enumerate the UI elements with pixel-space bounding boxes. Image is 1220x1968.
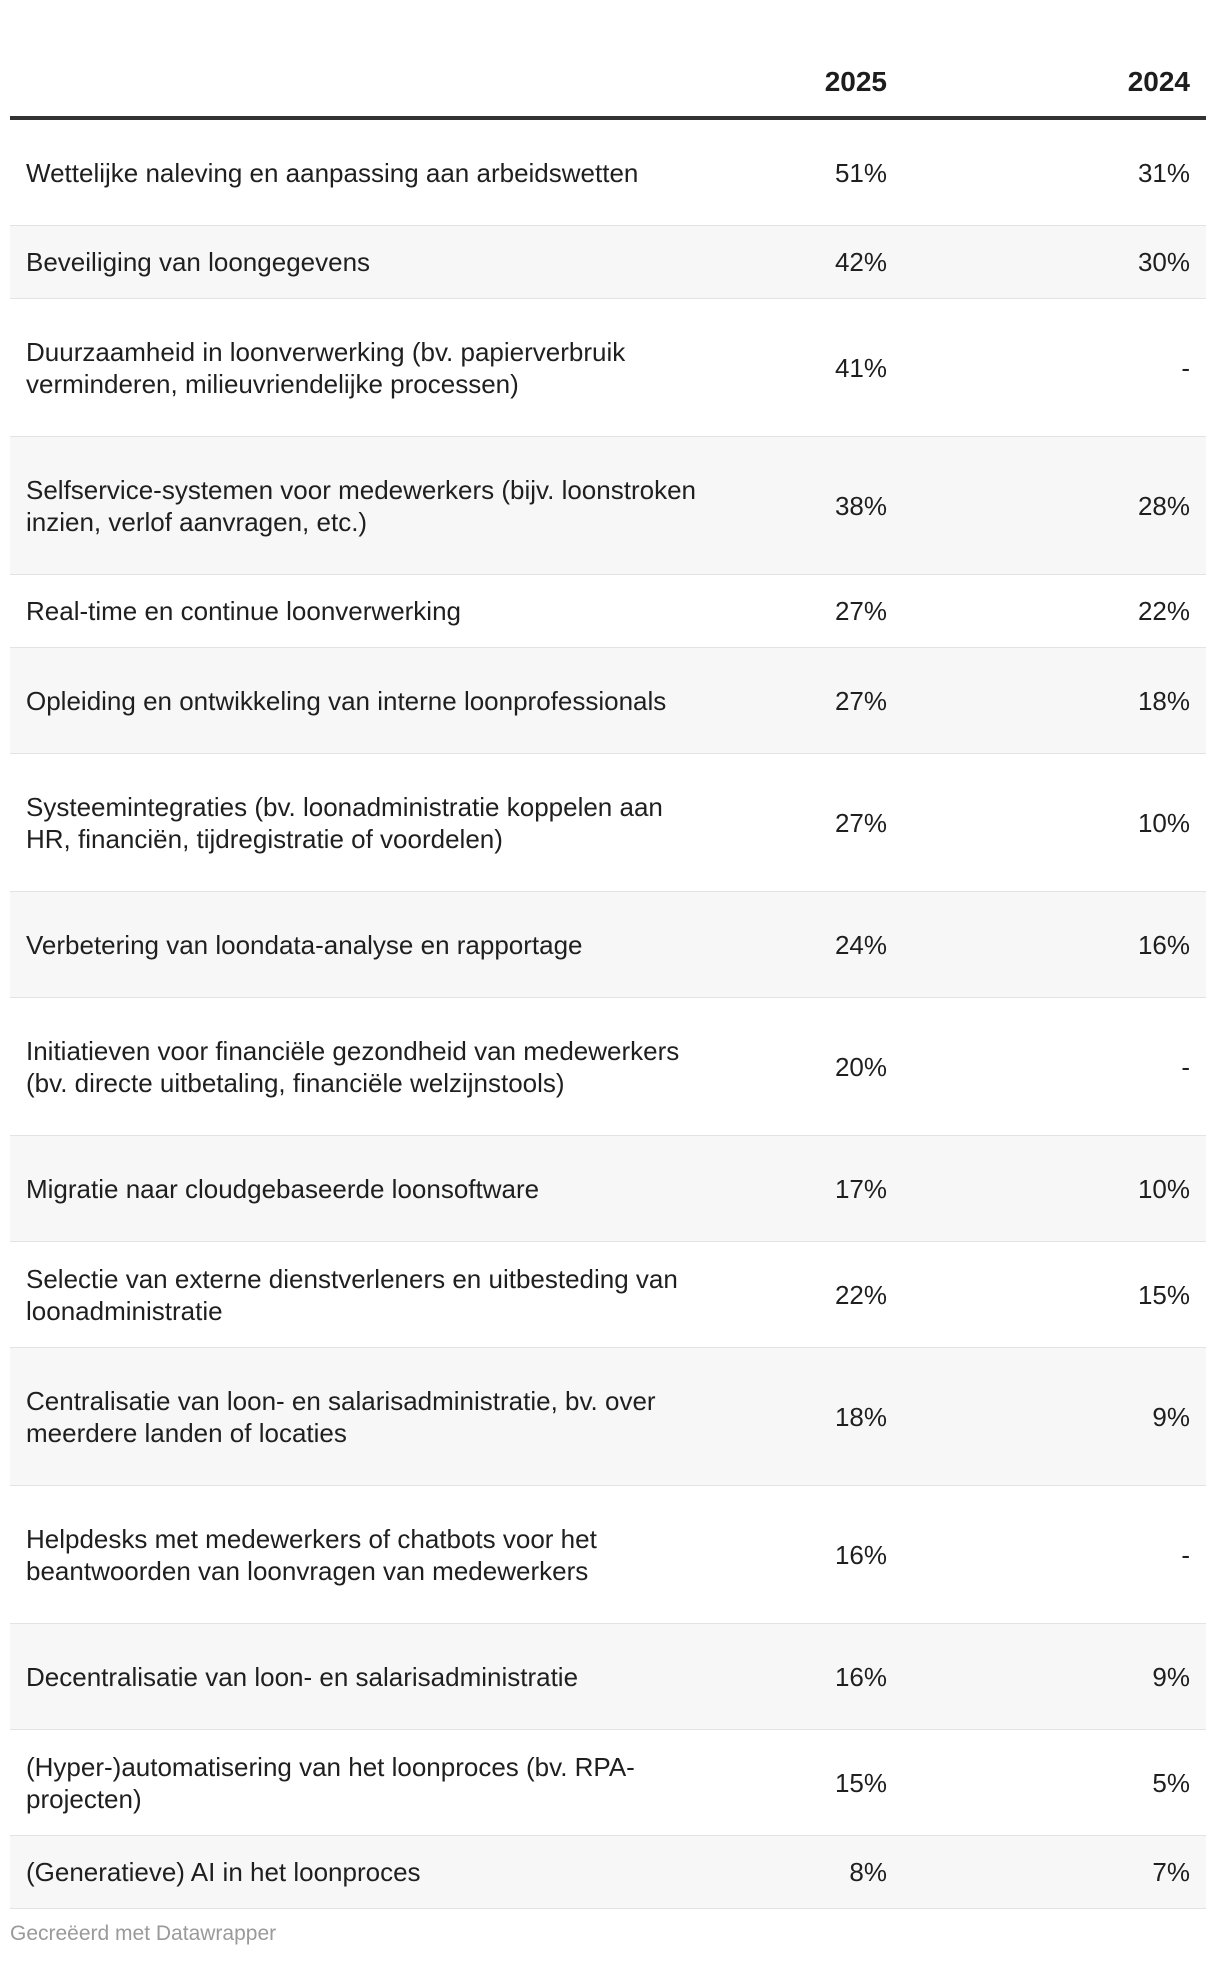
value-2024: 31% bbox=[903, 118, 1206, 226]
table-row: Decentralisatie van loon- en salarisadmi… bbox=[10, 1623, 1206, 1730]
value-2025: 18% bbox=[740, 1347, 903, 1486]
table-row: Verbetering van loondata-analyse en rapp… bbox=[10, 891, 1206, 998]
value-2025: 27% bbox=[740, 574, 903, 648]
table-row: Real-time en continue loonverwerking 27% 2… bbox=[10, 574, 1206, 648]
value-2024: 10% bbox=[903, 1135, 1206, 1242]
table-body: Wettelijke naleving en aanpassing aan ar… bbox=[10, 118, 1206, 1909]
value-2025: 27% bbox=[740, 647, 903, 754]
data-table: 2025 2024 Wettelijke naleving en aanpass… bbox=[10, 0, 1206, 1909]
table-row: Selectie van externe dienstverleners en … bbox=[10, 1241, 1206, 1348]
value-2024: 9% bbox=[903, 1623, 1206, 1730]
table-row: Helpdesks met medewerkers of chatbots vo… bbox=[10, 1485, 1206, 1624]
table-row: Duurzaamheid in loonverwerking (bv. papi… bbox=[10, 298, 1206, 437]
row-label: Decentralisatie van loon- en salarisadmi… bbox=[10, 1623, 740, 1730]
header-row: 2025 2024 bbox=[10, 0, 1206, 120]
value-2025: 41% bbox=[740, 298, 903, 437]
column-header-2025: 2025 bbox=[740, 0, 903, 120]
value-2025: 17% bbox=[740, 1135, 903, 1242]
table-row: Initiatieven voor financiële gezondheid … bbox=[10, 997, 1206, 1136]
row-label: Verbetering van loondata-analyse en rapp… bbox=[10, 891, 740, 998]
table-row: (Hyper-)automatisering van het loonproce… bbox=[10, 1729, 1206, 1836]
value-2025: 16% bbox=[740, 1485, 903, 1624]
table-row: Wettelijke naleving en aanpassing aan ar… bbox=[10, 118, 1206, 226]
row-label: (Generatieve) AI in het loonproces bbox=[10, 1835, 740, 1909]
value-2025: 15% bbox=[740, 1729, 903, 1836]
column-header-2024: 2024 bbox=[903, 0, 1206, 120]
value-2025: 16% bbox=[740, 1623, 903, 1730]
value-2024: 15% bbox=[903, 1241, 1206, 1348]
row-label: Real-time en continue loonverwerking bbox=[10, 574, 740, 648]
table-row: (Generatieve) AI in het loonproces 8% 7% bbox=[10, 1835, 1206, 1909]
row-label: Duurzaamheid in loonverwerking (bv. papi… bbox=[10, 298, 740, 437]
table-row: Migratie naar cloudgebaseerde loonsoftwa… bbox=[10, 1135, 1206, 1242]
value-2024: 9% bbox=[903, 1347, 1206, 1486]
value-2025: 8% bbox=[740, 1835, 903, 1909]
table-row: Systeemintegraties (bv. loonadministrati… bbox=[10, 753, 1206, 892]
row-label: Migratie naar cloudgebaseerde loonsoftwa… bbox=[10, 1135, 740, 1242]
value-2024: 16% bbox=[903, 891, 1206, 998]
table-row: Selfservice-systemen voor medewerkers (b… bbox=[10, 436, 1206, 575]
value-2025: 38% bbox=[740, 436, 903, 575]
table-row: Beveiliging van loongegevens 42% 30% bbox=[10, 225, 1206, 299]
value-2024: 18% bbox=[903, 647, 1206, 754]
row-label: Centralisatie van loon- en salarisadmini… bbox=[10, 1347, 740, 1486]
table-row: Centralisatie van loon- en salarisadmini… bbox=[10, 1347, 1206, 1486]
footer-credit: Gecreëerd met Datawrapper bbox=[10, 1922, 277, 1945]
value-2024: - bbox=[903, 298, 1206, 437]
value-2024: 28% bbox=[903, 436, 1206, 575]
value-2024: 22% bbox=[903, 574, 1206, 648]
row-label: Initiatieven voor financiële gezondheid … bbox=[10, 997, 740, 1136]
value-2024: 10% bbox=[903, 753, 1206, 892]
value-2024: - bbox=[903, 997, 1206, 1136]
row-label: Wettelijke naleving en aanpassing aan ar… bbox=[10, 118, 740, 226]
value-2024: 7% bbox=[903, 1835, 1206, 1909]
value-2024: - bbox=[903, 1485, 1206, 1624]
value-2024: 5% bbox=[903, 1729, 1206, 1836]
value-2025: 51% bbox=[740, 118, 903, 226]
value-2025: 24% bbox=[740, 891, 903, 998]
value-2025: 20% bbox=[740, 997, 903, 1136]
value-2025: 22% bbox=[740, 1241, 903, 1348]
row-label: Beveiliging van loongegevens bbox=[10, 225, 740, 299]
row-label: Selectie van externe dienstverleners en … bbox=[10, 1241, 740, 1348]
row-label: (Hyper-)automatisering van het loonproce… bbox=[10, 1729, 740, 1836]
table-row: Opleiding en ontwikkeling van interne lo… bbox=[10, 647, 1206, 754]
row-label: Helpdesks met medewerkers of chatbots vo… bbox=[10, 1485, 740, 1624]
row-label: Systeemintegraties (bv. loonadministrati… bbox=[10, 753, 740, 892]
value-2025: 27% bbox=[740, 753, 903, 892]
row-label: Opleiding en ontwikkeling van interne lo… bbox=[10, 647, 740, 754]
column-header-label bbox=[10, 0, 740, 120]
value-2024: 30% bbox=[903, 225, 1206, 299]
value-2025: 42% bbox=[740, 225, 903, 299]
row-label: Selfservice-systemen voor medewerkers (b… bbox=[10, 436, 740, 575]
